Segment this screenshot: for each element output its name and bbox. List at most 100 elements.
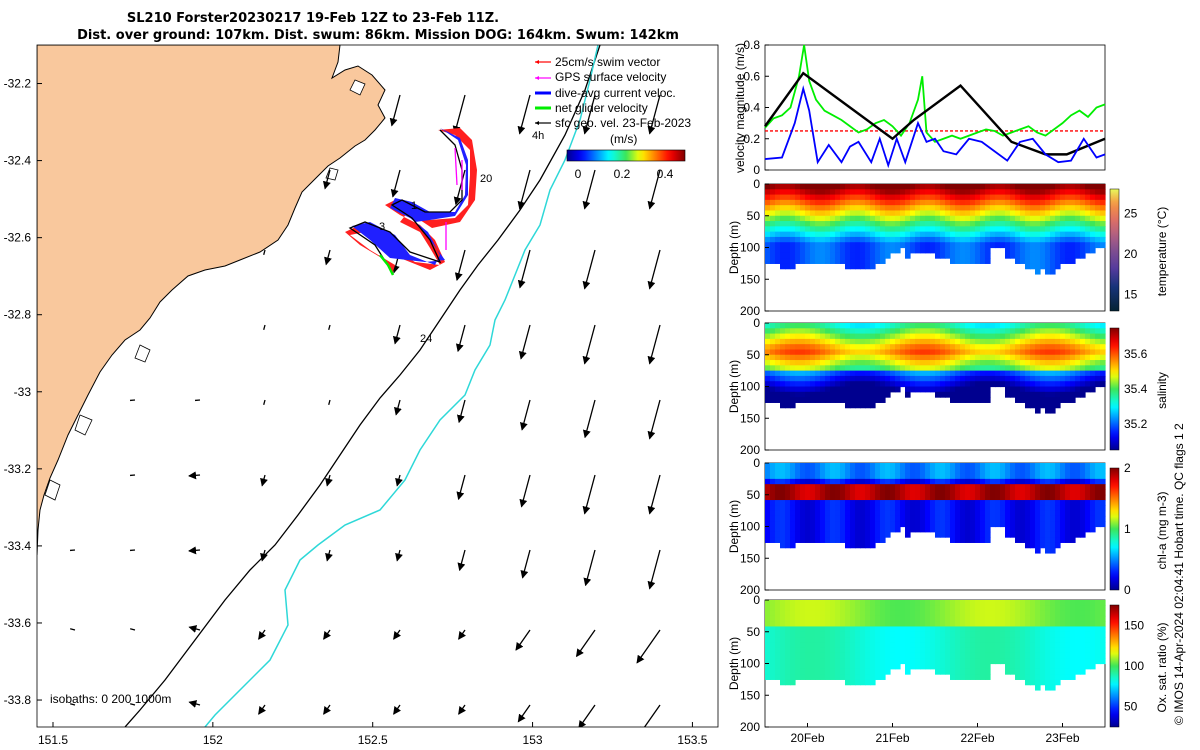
section-cell [800,386,806,393]
section-cell [980,505,986,512]
section-cell [1030,489,1036,496]
section-cell [1010,199,1016,206]
section-cell [965,184,971,190]
section-cell [840,489,846,496]
section-cell [830,215,836,222]
section-cell [915,247,921,254]
section-cell [835,615,841,622]
section-cell [1010,494,1016,501]
section-cell [930,637,936,643]
time-axis: 20Feb 21Feb 22Feb 23Feb [790,723,1080,745]
section-cell [1080,526,1086,533]
section-cell [1050,252,1056,259]
section-cell [910,210,916,217]
section-cell [880,328,886,335]
section-cell [1070,647,1076,654]
section-cell [965,610,971,617]
section-cell [925,631,931,638]
section-cell [820,610,826,617]
section-cell [940,210,946,217]
section-cell [860,473,866,480]
section-cell [915,386,921,393]
section-cell [1095,478,1101,485]
section-cell [1080,521,1086,528]
section-cell [935,349,941,356]
section-cell [1005,236,1011,243]
section-cell [820,247,826,254]
section-cell [785,189,791,196]
section-cell [975,205,981,212]
section-cell [775,386,781,393]
section-cell [980,637,986,643]
section-cell [980,526,986,533]
section-cell [915,328,921,335]
section-cell [805,668,811,675]
section-cell [780,668,786,675]
section-cell [800,494,806,501]
section-cell [850,328,856,335]
section-cell [900,521,906,528]
velocity-series-2 [764,85,1106,169]
section-cell [945,478,951,485]
section-cell [1025,521,1031,528]
section-cell [880,674,886,680]
section-cell [885,600,891,606]
section-cell [885,521,891,528]
section-cell [1075,473,1081,480]
section-cell [970,473,976,480]
section-cell [810,333,816,340]
section-cell [780,221,786,227]
section-cell [840,397,846,403]
section-cell [895,338,901,345]
section-cell [780,323,786,329]
section-cell [985,338,991,345]
section-cell [1070,515,1076,522]
section-cell [875,344,881,351]
section-cell [1085,505,1091,512]
section-cell [985,489,991,496]
section-cell [995,338,1001,345]
section-cell [945,370,951,377]
section-cell [920,381,926,388]
section-cell [1050,478,1056,485]
section-cell [1075,658,1081,665]
section-cell [1095,236,1101,243]
section-cell [975,521,981,528]
section-cell [980,463,986,469]
section-cell [835,642,841,649]
section-cell [785,500,791,506]
section-cell [1020,360,1026,366]
section-cell [910,333,916,340]
section-cell [880,189,886,196]
section-cell [875,537,881,543]
section-cell [1025,184,1031,190]
section-cell [775,215,781,222]
section-cell [825,231,831,238]
section-cell [900,189,906,196]
section-cell [820,205,826,212]
section-cell [875,328,881,335]
section-cell [895,631,901,638]
section-cell [1040,510,1046,517]
section-cell [825,354,831,361]
section-cell [995,631,1001,638]
section-cell [955,500,961,506]
section-cell [970,194,976,201]
section-cell [1060,194,1066,201]
section-cell [785,221,791,227]
section-cell [845,221,851,227]
section-cell [895,505,901,512]
section-cell [1050,247,1056,254]
section-cell [855,631,861,638]
section-cell [1045,658,1051,665]
section-cell [805,626,811,633]
section-cell [1040,473,1046,480]
section-cell [1095,199,1101,206]
section-cell [800,515,806,522]
section-cell [865,226,871,233]
section-cell [980,478,986,485]
section-cell [800,505,806,512]
section-cell [1015,215,1021,222]
section-cell [780,484,786,491]
section-cell [860,323,866,329]
